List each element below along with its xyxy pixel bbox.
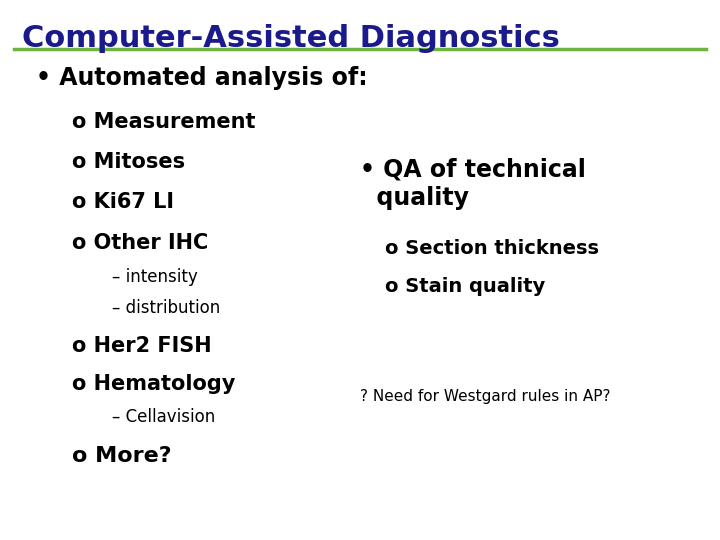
Text: o Hematology: o Hematology <box>72 374 235 395</box>
Text: o More?: o More? <box>72 446 171 467</box>
Text: – intensity: – intensity <box>112 268 197 286</box>
Text: – distribution: – distribution <box>112 299 220 317</box>
Text: o Her2 FISH: o Her2 FISH <box>72 335 212 356</box>
Text: o Section thickness: o Section thickness <box>385 239 599 258</box>
Text: • Automated analysis of:: • Automated analysis of: <box>36 66 368 90</box>
Text: Computer-Assisted Diagnostics: Computer-Assisted Diagnostics <box>22 24 559 53</box>
Text: o Measurement: o Measurement <box>72 111 256 132</box>
Text: ? Need for Westgard rules in AP?: ? Need for Westgard rules in AP? <box>360 389 611 404</box>
Text: – Cellavision: – Cellavision <box>112 408 215 426</box>
Text: o Other IHC: o Other IHC <box>72 233 208 253</box>
Text: o Mitoses: o Mitoses <box>72 152 185 172</box>
Text: o Ki67 LI: o Ki67 LI <box>72 192 174 213</box>
Text: o Stain quality: o Stain quality <box>385 276 546 296</box>
Text: • QA of technical
  quality: • QA of technical quality <box>360 157 586 210</box>
